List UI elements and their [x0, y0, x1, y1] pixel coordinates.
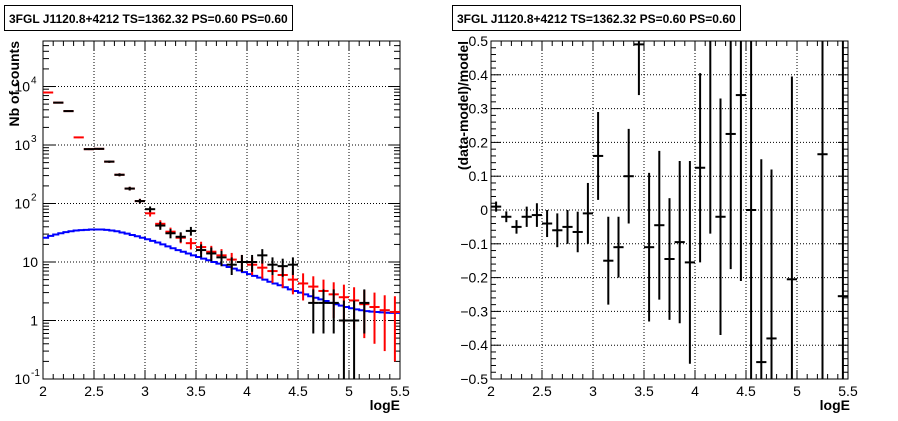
- y-tick-label: 10: [22, 254, 38, 270]
- y-tick-label: 0: [480, 202, 488, 218]
- counts-plot-y-axis-label: Nb of counts: [6, 41, 22, 127]
- counts-plot-x-tick-labels: 2 2.5 3 3.5 4 4.5 5 5.5: [39, 383, 410, 399]
- x-tick-label: 5: [793, 383, 801, 399]
- y-tick-label: 0.4: [469, 67, 489, 83]
- residual-plot-y-tick-labels: −0.5 −0.4 −0.3 −0.2 −0.1 0 0.1 0.2 0.3 0.4 0.5: [460, 33, 488, 387]
- counts-plot-x-axis-label: logE: [370, 397, 400, 413]
- y-tick-exponent: 4: [31, 76, 37, 87]
- residual-plot-grid: [491, 41, 848, 379]
- residual-plot-ticks: [490, 40, 849, 380]
- x-tick-label: 3: [589, 383, 597, 399]
- x-tick-label: 4: [691, 383, 699, 399]
- y-tick-label: 10: [14, 371, 30, 387]
- x-tick-label: 3: [141, 383, 149, 399]
- y-tick-label: −0.1: [460, 236, 488, 252]
- y-tick-label: 1: [30, 313, 38, 329]
- y-tick-exponent: -1: [31, 368, 40, 379]
- y-tick-label: 0.3: [469, 101, 489, 117]
- y-tick-label: 10: [14, 196, 30, 212]
- counts-plot-frame: [42, 40, 401, 380]
- y-tick-exponent: 3: [31, 134, 37, 145]
- x-tick-label: 2.5: [84, 383, 104, 399]
- counts-plot-title: 3FGL J1120.8+4212 TS=1362.32 PS=0.60 PS=…: [4, 5, 293, 31]
- x-tick-label: 4.5: [288, 383, 308, 399]
- x-tick-label: 5.5: [390, 383, 410, 399]
- x-tick-label: 2: [39, 383, 47, 399]
- residual-plot-x-tick-labels: 2 2.5 3 3.5 4 4.5 5 5.5: [487, 383, 858, 399]
- x-tick-label: 2: [487, 383, 495, 399]
- y-tick-label: −0.5: [460, 371, 488, 387]
- y-tick-label: −0.3: [460, 303, 488, 319]
- x-tick-label: 5: [345, 383, 353, 399]
- counts-plot-ticks: [42, 40, 401, 380]
- y-tick-label: −0.4: [460, 337, 488, 353]
- y-tick-label: 10: [14, 137, 30, 153]
- y-tick-label: 10: [14, 79, 30, 95]
- x-tick-label: 4: [243, 383, 251, 399]
- y-tick-exponent: 2: [31, 193, 37, 204]
- y-tick-label: 0.1: [469, 168, 489, 184]
- residual-plot-x-axis-label: logE: [820, 397, 850, 413]
- residual-plot-y-axis-label: (data-model)/model: [455, 41, 471, 170]
- x-tick-label: 3.5: [634, 383, 654, 399]
- counts-plot-series: [43, 91, 400, 379]
- x-tick-label: 4.5: [736, 383, 756, 399]
- x-tick-label: 2.5: [532, 383, 552, 399]
- y-tick-label: −0.2: [460, 270, 488, 286]
- residual-plot-title: 3FGL J1120.8+4212 TS=1362.32 PS=0.60 PS=…: [452, 5, 741, 31]
- x-tick-label: 3.5: [186, 383, 206, 399]
- y-tick-label: 0.2: [469, 134, 489, 150]
- x-tick-label: 5.5: [838, 383, 858, 399]
- y-tick-label: 0.5: [469, 33, 489, 49]
- residual-plot: 2 2.5 3 3.5 4 4.5 5 5.5 −0.5 −0.4 −0.3 −0.2 −0.1 0 0.…: [455, 33, 858, 413]
- residual-plot-series: [491, 41, 848, 379]
